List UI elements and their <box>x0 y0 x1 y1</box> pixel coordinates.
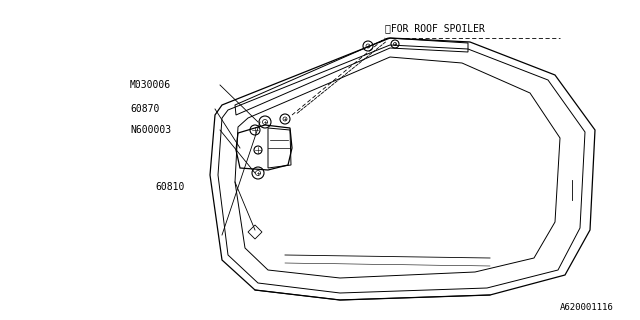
Text: M030006: M030006 <box>130 80 171 90</box>
Text: ※FOR ROOF SPOILER: ※FOR ROOF SPOILER <box>385 23 485 33</box>
Text: 60810: 60810 <box>155 182 184 192</box>
Text: A620001116: A620001116 <box>560 303 614 313</box>
Text: 60870: 60870 <box>130 104 159 114</box>
Text: N600003: N600003 <box>130 125 171 135</box>
